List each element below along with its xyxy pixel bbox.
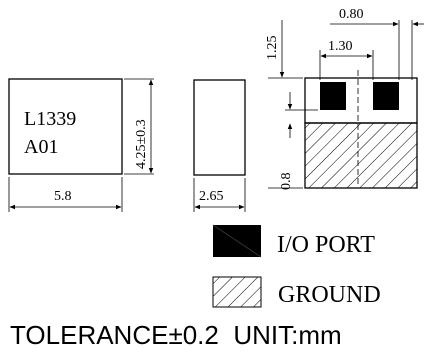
top-band-dimension-label: 1.25 — [265, 36, 280, 61]
io-port-legend-label: I/O PORT — [277, 232, 375, 258]
ground-height-dimension-label: 0.8 — [279, 173, 294, 191]
side-body-outline — [193, 79, 246, 176]
top-view: L1339 A01 5.8 4.25±0.3 — [8, 78, 154, 212]
thickness-dimension-label: 2.65 — [199, 189, 224, 204]
pad-view: 0.80 1.30 1.25 0.8 — [265, 7, 424, 190]
marking-line-1: L1339 — [24, 108, 76, 130]
io-pad-left — [320, 82, 346, 110]
ground-swatch — [212, 276, 262, 308]
io-port-swatch-diagonal — [212, 224, 262, 258]
ground-legend-label: GROUND — [278, 282, 381, 308]
io-pad-right — [373, 82, 399, 110]
pad-pitch-dimension-label: 1.30 — [328, 39, 353, 54]
footnote: TOLERANCE±0.2 UNIT:mm — [10, 317, 420, 353]
component-body-outline — [8, 78, 123, 175]
unit-note: UNIT:mm — [233, 320, 342, 350]
marking-line-2: A01 — [24, 136, 58, 158]
width-dimension-label: 5.8 — [54, 189, 72, 204]
height-dimension-label: 4.25±0.3 — [134, 119, 149, 169]
pad-width-dimension-label: 0.80 — [339, 7, 364, 22]
tolerance-note: TOLERANCE±0.2 — [10, 320, 219, 350]
legend: I/O PORT GROUND — [212, 224, 381, 308]
ground-area — [304, 122, 418, 189]
side-view: 2.65 — [193, 79, 246, 212]
